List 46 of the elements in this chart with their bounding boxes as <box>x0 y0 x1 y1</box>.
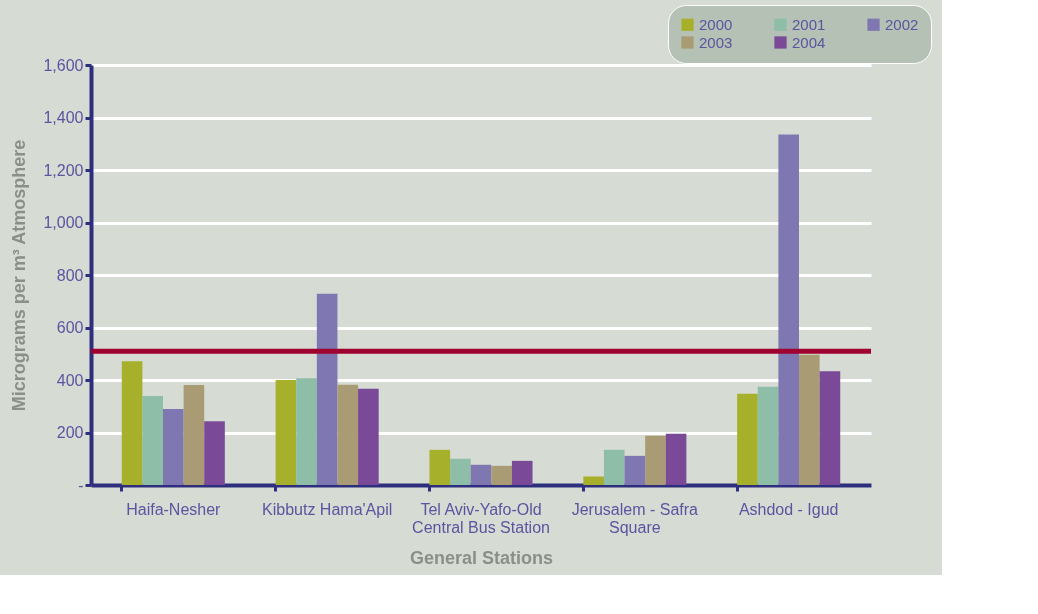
legend-label: 2000 <box>699 15 733 33</box>
bar <box>778 134 799 485</box>
x-tick-label: Tel Aviv-Yafo-Old Central Bus Station <box>412 500 550 536</box>
x-tick-label: Jerusalem - Safra Square <box>571 500 699 536</box>
legend-label: 2004 <box>792 33 826 51</box>
y-tick-label: 400 <box>56 371 84 389</box>
legend-label: 2003 <box>699 33 733 51</box>
bar <box>204 421 225 485</box>
bar <box>337 384 359 485</box>
bar <box>450 458 471 485</box>
y-axis-title: Micrograms per m³ Atmosphere <box>9 139 30 412</box>
y-tick-label: 1,200 <box>43 161 84 179</box>
legend-label: 2002 <box>885 15 919 33</box>
bar <box>358 388 379 485</box>
bar <box>275 380 297 485</box>
y-tick-label: 1,400 <box>43 109 84 126</box>
x-axis-title: General Stations <box>409 547 554 568</box>
y-tick-label: 1,600 <box>43 56 84 74</box>
y-tick-label: 1,000 <box>43 214 84 231</box>
y-tick-label: - <box>78 476 84 494</box>
bar <box>645 435 666 485</box>
bar <box>603 449 625 485</box>
x-tick-label: Haifa-Nesher <box>126 500 222 518</box>
bar <box>624 455 646 485</box>
bar <box>470 464 492 485</box>
y-tick-label: 800 <box>56 266 84 284</box>
bar <box>121 361 143 485</box>
bar <box>819 371 841 485</box>
legend-label: 2001 <box>792 15 826 33</box>
bar <box>296 378 317 485</box>
bar <box>511 460 533 485</box>
x-tick-label: Ashdod - Igud <box>738 500 839 518</box>
y-tick-label: 600 <box>56 319 84 336</box>
bar <box>799 354 820 485</box>
bar <box>183 384 205 485</box>
bar <box>491 465 512 485</box>
bar <box>583 476 604 485</box>
bar <box>163 408 184 485</box>
bar <box>142 396 163 485</box>
bar <box>737 393 758 485</box>
bar <box>665 433 687 485</box>
bar <box>757 386 779 485</box>
bar <box>429 449 451 485</box>
x-tick-label: Kibbutz Hama'Apil <box>262 500 393 518</box>
y-tick-label: 200 <box>56 424 84 441</box>
bar <box>316 293 338 485</box>
